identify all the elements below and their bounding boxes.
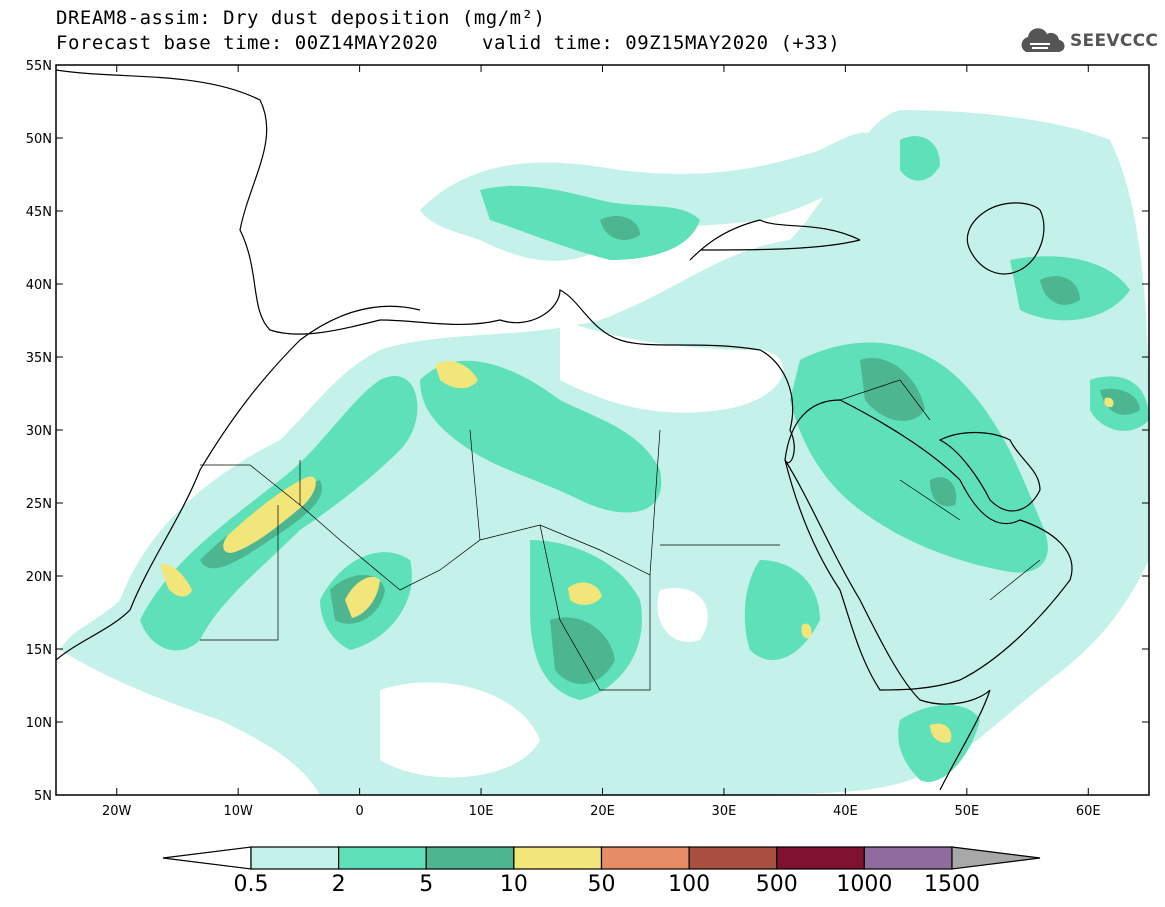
- lon-label: 10W: [223, 804, 253, 819]
- colorbar-label: 1000: [836, 872, 892, 897]
- colorbar-segment: [776, 846, 865, 870]
- coastlines: [56, 69, 1073, 791]
- colorbar-lower-extension: [162, 846, 252, 870]
- colorbar-label: 1500: [924, 872, 980, 897]
- lat-label: 40N: [26, 278, 52, 293]
- lat-label: 35N: [26, 351, 52, 366]
- lat-label: 50N: [26, 132, 52, 147]
- forecast-base-time: Forecast base time: 00Z14MAY2020: [56, 32, 439, 54]
- colorbar-segment: [338, 846, 427, 870]
- lat-label: 45N: [26, 205, 52, 220]
- logo-text: SEEVCCC: [1070, 31, 1159, 51]
- longitude-axis: 20W 10W 0 10E 20E 30E 40E 50E 60E: [102, 65, 1101, 819]
- dust-contour-medium: [140, 136, 1149, 782]
- colorbar-label: 2: [332, 872, 346, 897]
- colorbar-segment: [513, 846, 603, 870]
- lon-label: 30E: [712, 804, 737, 819]
- colorbar-label: 0.5: [234, 872, 269, 897]
- dust-free-gap-1: [560, 320, 784, 413]
- colorbar-segment: [863, 846, 953, 870]
- colorbar-label: 500: [756, 872, 798, 897]
- lon-label: 0: [355, 804, 363, 819]
- cloud-icon: [1021, 28, 1065, 53]
- colorbar-label: 5: [419, 872, 433, 897]
- country-borders: [200, 379, 1041, 691]
- colorbar-label: 50: [588, 872, 616, 897]
- colorbar: 0.5 2 5 10 50 100 500 1000 1500: [162, 846, 1041, 897]
- dust-free-gap-3: [657, 588, 708, 642]
- latitude-axis: 55N 50N 45N 40N 35N 30N 25N 20N 15N 10N 5N: [26, 59, 1149, 804]
- lon-label: 50E: [954, 804, 979, 819]
- valid-time: valid time: 09Z15MAY2020 (+33): [482, 32, 841, 54]
- colorbar-upper-extension: [951, 846, 1041, 870]
- lat-label: 20N: [26, 570, 52, 585]
- dust-field: [56, 69, 1149, 795]
- colorbar-segment: [425, 846, 515, 870]
- seevccc-logo: SEEVCCC: [1018, 28, 1158, 54]
- lat-label: 55N: [26, 59, 52, 74]
- colorbar-label: 100: [668, 872, 710, 897]
- lat-label: 30N: [26, 424, 52, 439]
- colorbar-segment: [250, 846, 340, 870]
- lat-label: 15N: [26, 643, 52, 658]
- lat-label: 10N: [26, 716, 52, 731]
- lon-label: 20W: [102, 804, 132, 819]
- lat-label: 5N: [34, 789, 52, 804]
- lon-label: 40E: [833, 804, 858, 819]
- colorbar-label: 10: [500, 872, 528, 897]
- lon-label: 60E: [1076, 804, 1101, 819]
- colorbar-segment: [600, 846, 690, 870]
- lon-label: 20E: [590, 804, 615, 819]
- dust-free-gap-4: [380, 682, 540, 778]
- colorbar-segment: [688, 846, 778, 870]
- lat-label: 25N: [26, 497, 52, 512]
- lon-label: 10E: [469, 804, 494, 819]
- map-title: DREAM8-assim: Dry dust deposition (mg/m²…: [56, 7, 546, 29]
